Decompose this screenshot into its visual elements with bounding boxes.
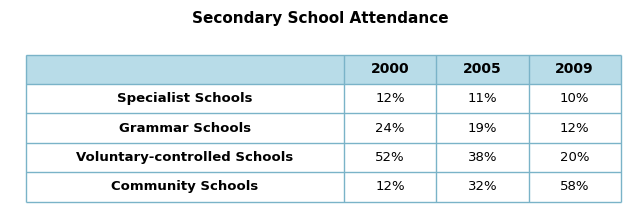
Text: Community Schools: Community Schools <box>111 180 259 193</box>
Text: 24%: 24% <box>376 122 405 135</box>
Text: Secondary School Attendance: Secondary School Attendance <box>192 10 448 25</box>
Text: 38%: 38% <box>468 151 497 164</box>
Text: 10%: 10% <box>560 92 589 105</box>
Text: 20%: 20% <box>560 151 589 164</box>
Text: 19%: 19% <box>468 122 497 135</box>
Text: 2000: 2000 <box>371 62 410 76</box>
Text: Specialist Schools: Specialist Schools <box>117 92 253 105</box>
Text: 2005: 2005 <box>463 62 502 76</box>
Text: 32%: 32% <box>468 180 497 193</box>
Text: Grammar Schools: Grammar Schools <box>119 122 251 135</box>
Text: 12%: 12% <box>560 122 589 135</box>
Text: 11%: 11% <box>468 92 497 105</box>
Text: 2009: 2009 <box>556 62 594 76</box>
Text: 12%: 12% <box>375 180 405 193</box>
Text: 58%: 58% <box>560 180 589 193</box>
Text: 52%: 52% <box>375 151 405 164</box>
Text: Voluntary-controlled Schools: Voluntary-controlled Schools <box>76 151 294 164</box>
Text: 12%: 12% <box>375 92 405 105</box>
